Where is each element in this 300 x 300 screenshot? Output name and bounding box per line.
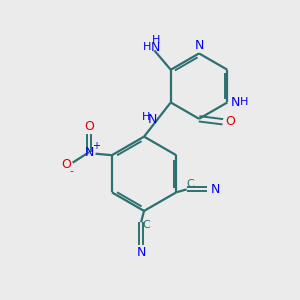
Text: -: - — [69, 166, 73, 176]
Text: N: N — [136, 246, 146, 259]
Text: C: C — [186, 179, 194, 189]
Text: O: O — [225, 115, 235, 128]
Text: C: C — [142, 220, 150, 230]
Text: H: H — [143, 43, 151, 52]
Text: N: N — [231, 96, 240, 109]
Text: +: + — [92, 141, 100, 151]
Text: N: N — [211, 183, 220, 196]
Text: O: O — [61, 158, 71, 171]
Text: N: N — [148, 113, 158, 126]
Text: H: H — [152, 35, 160, 45]
Text: N: N — [84, 146, 94, 159]
Text: H: H — [239, 98, 248, 107]
Text: O: O — [84, 120, 94, 133]
Text: H: H — [142, 112, 150, 122]
Text: N: N — [194, 39, 204, 52]
Text: N: N — [151, 41, 160, 54]
